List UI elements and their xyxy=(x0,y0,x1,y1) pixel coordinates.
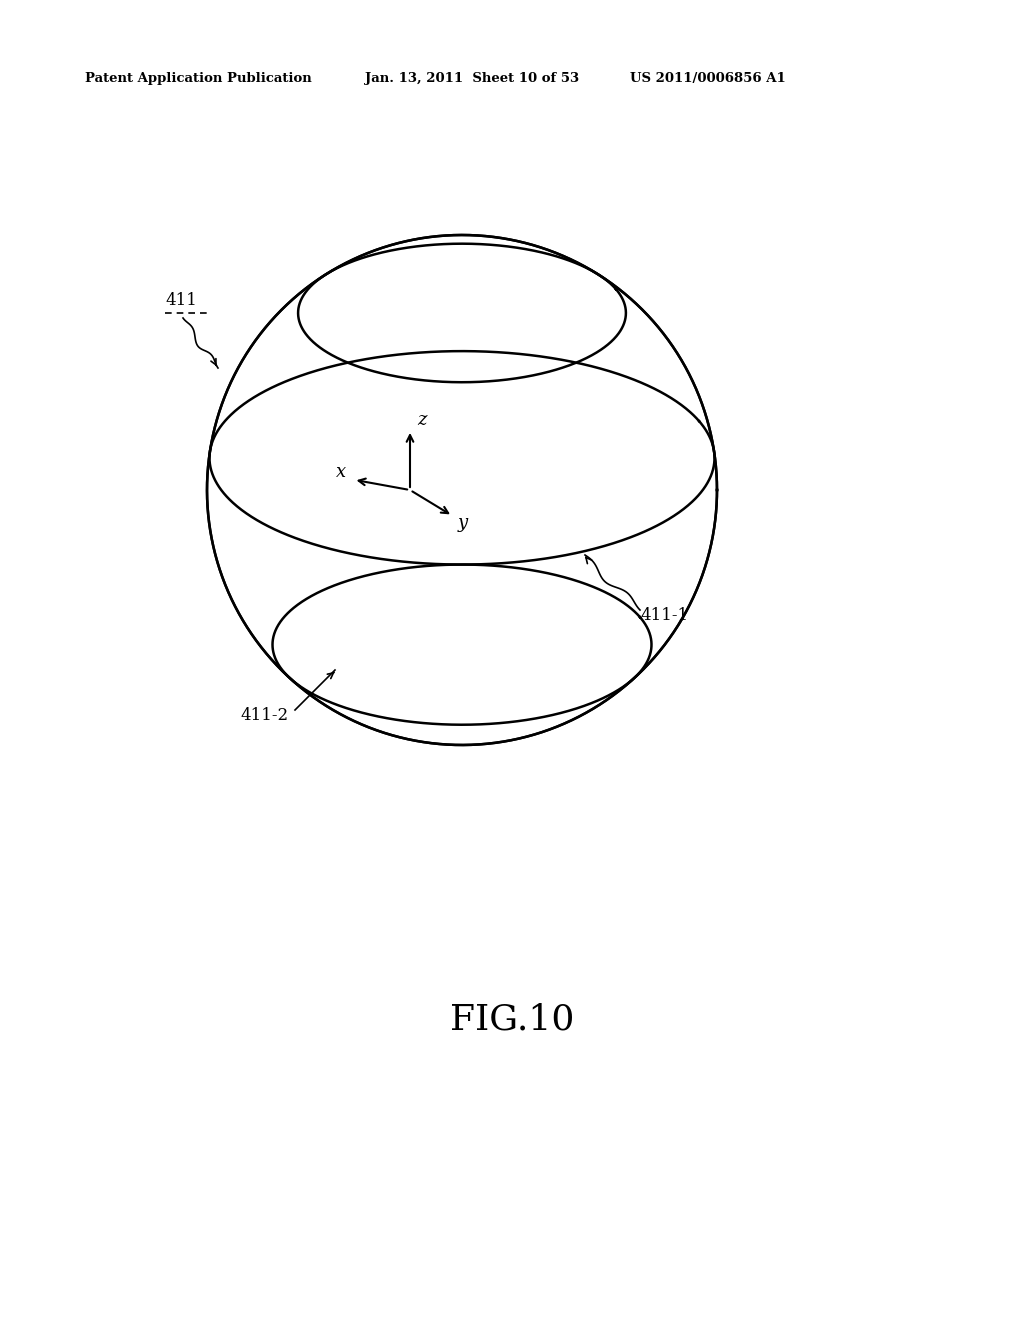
Text: x: x xyxy=(336,463,346,480)
Text: 411-2: 411-2 xyxy=(240,708,288,723)
Text: z: z xyxy=(417,411,427,429)
Text: US 2011/0006856 A1: US 2011/0006856 A1 xyxy=(630,73,785,84)
Text: Patent Application Publication: Patent Application Publication xyxy=(85,73,311,84)
Text: y: y xyxy=(458,513,468,532)
Text: Jan. 13, 2011  Sheet 10 of 53: Jan. 13, 2011 Sheet 10 of 53 xyxy=(365,73,580,84)
Text: FIG.10: FIG.10 xyxy=(450,1003,574,1038)
Text: 411-1: 411-1 xyxy=(640,607,688,624)
Text: 411: 411 xyxy=(165,292,197,309)
